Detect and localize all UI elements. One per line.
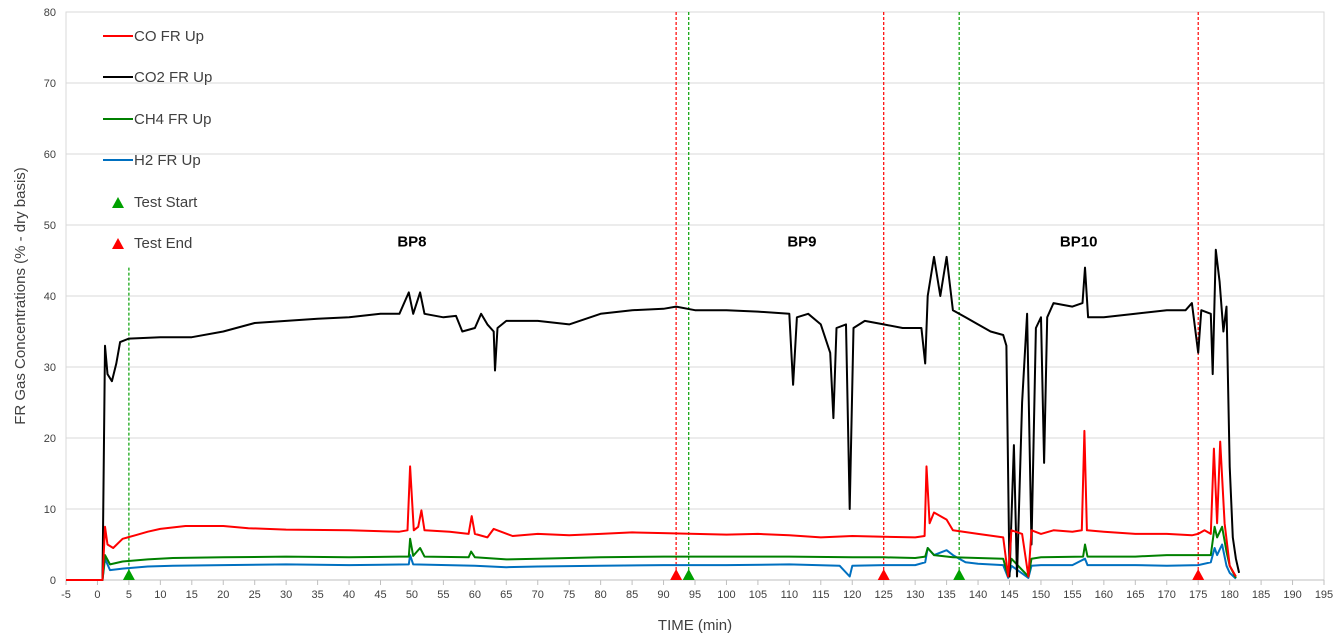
y-axis-title: FR Gas Concentrations (% - dry basis) bbox=[12, 167, 29, 425]
x-tick-label: 10 bbox=[154, 589, 166, 601]
y-tick-label: 70 bbox=[44, 78, 56, 90]
legend-label-co2: CO2 FR Up bbox=[134, 69, 212, 86]
series-line-co bbox=[66, 429, 1237, 581]
x-tick-label: -5 bbox=[61, 589, 71, 601]
legend-label-ch4: CH4 FR Up bbox=[134, 111, 212, 128]
annotation-label: BP9 bbox=[787, 233, 816, 250]
legend-test-end-icon bbox=[112, 238, 124, 249]
x-tick-label: 140 bbox=[969, 589, 987, 601]
series-line-h2 bbox=[66, 543, 1237, 581]
x-tick-label: 130 bbox=[906, 589, 924, 601]
series-line-ch4 bbox=[66, 525, 1237, 581]
x-tick-label: 85 bbox=[626, 589, 638, 601]
y-tick-label: 0 bbox=[50, 575, 56, 587]
x-tick-label: 35 bbox=[311, 589, 323, 601]
y-tick-label: 50 bbox=[44, 220, 56, 232]
x-tick-label: 175 bbox=[1189, 589, 1207, 601]
legend: CO FR Up CO2 FR Up CH4 FR Up H2 FR Up Te… bbox=[103, 28, 212, 252]
annotation-label: BP10 bbox=[1060, 233, 1098, 250]
x-tick-label: 30 bbox=[280, 589, 292, 601]
x-tick-label: 45 bbox=[374, 589, 386, 601]
y-tick-label: 20 bbox=[44, 433, 56, 445]
test-end-marker bbox=[670, 569, 683, 580]
x-tick-label: 75 bbox=[563, 589, 575, 601]
y-tick-label: 40 bbox=[44, 291, 56, 303]
x-tick-label: 160 bbox=[1095, 589, 1113, 601]
y-tick-label: 60 bbox=[44, 149, 56, 161]
x-tick-label: 65 bbox=[500, 589, 512, 601]
x-tick-label: 165 bbox=[1126, 589, 1144, 601]
x-tick-label: 95 bbox=[689, 589, 701, 601]
x-tick-label: 55 bbox=[437, 589, 449, 601]
annotations: BP8 BP9 BP10 bbox=[397, 233, 1097, 250]
x-tick-label: 90 bbox=[657, 589, 669, 601]
x-tick-label: 120 bbox=[843, 589, 861, 601]
x-tick-label: 50 bbox=[406, 589, 418, 601]
test-end-marker bbox=[877, 569, 890, 580]
x-tick-label: 20 bbox=[217, 589, 229, 601]
legend-label-test-end: Test End bbox=[134, 235, 192, 252]
tick-labels: 0 10 20 30 40 50 60 70 80 -5 0 5 10 15 20 25 30 35 40 45 50 5… bbox=[44, 7, 1333, 601]
x-tick-label: 60 bbox=[469, 589, 481, 601]
x-axis-title: TIME (min) bbox=[658, 617, 732, 634]
test-marker-lines bbox=[128, 12, 1199, 580]
x-tick-label: 70 bbox=[532, 589, 544, 601]
grid-lines bbox=[65, 11, 1325, 585]
legend-test-start-icon bbox=[112, 197, 124, 208]
x-tick-label: 190 bbox=[1283, 589, 1301, 601]
x-tick-label: 155 bbox=[1063, 589, 1081, 601]
y-tick-label: 30 bbox=[44, 362, 56, 374]
x-tick-label: 100 bbox=[717, 589, 735, 601]
x-tick-label: 15 bbox=[186, 589, 198, 601]
test-end-marker bbox=[1192, 569, 1205, 580]
x-tick-label: 5 bbox=[126, 589, 132, 601]
x-tick-label: 125 bbox=[875, 589, 893, 601]
legend-label-co: CO FR Up bbox=[134, 28, 204, 45]
x-tick-label: 135 bbox=[937, 589, 955, 601]
x-tick-label: 145 bbox=[1000, 589, 1018, 601]
x-tick-label: 40 bbox=[343, 589, 355, 601]
x-tick-label: 150 bbox=[1032, 589, 1050, 601]
legend-label-test-start: Test Start bbox=[134, 194, 198, 211]
x-tick-label: 180 bbox=[1220, 589, 1238, 601]
y-tick-label: 10 bbox=[44, 504, 56, 516]
x-tick-label: 0 bbox=[94, 589, 100, 601]
test-start-marker bbox=[953, 569, 966, 580]
x-tick-label: 195 bbox=[1315, 589, 1333, 601]
series-group bbox=[66, 248, 1241, 581]
series-line-co2 bbox=[66, 248, 1241, 581]
y-tick-label: 80 bbox=[44, 7, 56, 19]
test-start-marker bbox=[682, 569, 695, 580]
x-tick-label: 170 bbox=[1158, 589, 1176, 601]
x-tick-label: 80 bbox=[595, 589, 607, 601]
test-markers bbox=[122, 569, 1205, 580]
x-tick-label: 105 bbox=[749, 589, 767, 601]
x-tick-label: 110 bbox=[781, 589, 799, 601]
x-tick-label: 115 bbox=[812, 589, 830, 601]
x-tick-label: 25 bbox=[249, 589, 261, 601]
legend-label-h2: H2 FR Up bbox=[134, 152, 201, 169]
annotation-label: BP8 bbox=[397, 233, 426, 250]
test-start-marker bbox=[122, 569, 135, 580]
x-tick-label: 185 bbox=[1252, 589, 1270, 601]
